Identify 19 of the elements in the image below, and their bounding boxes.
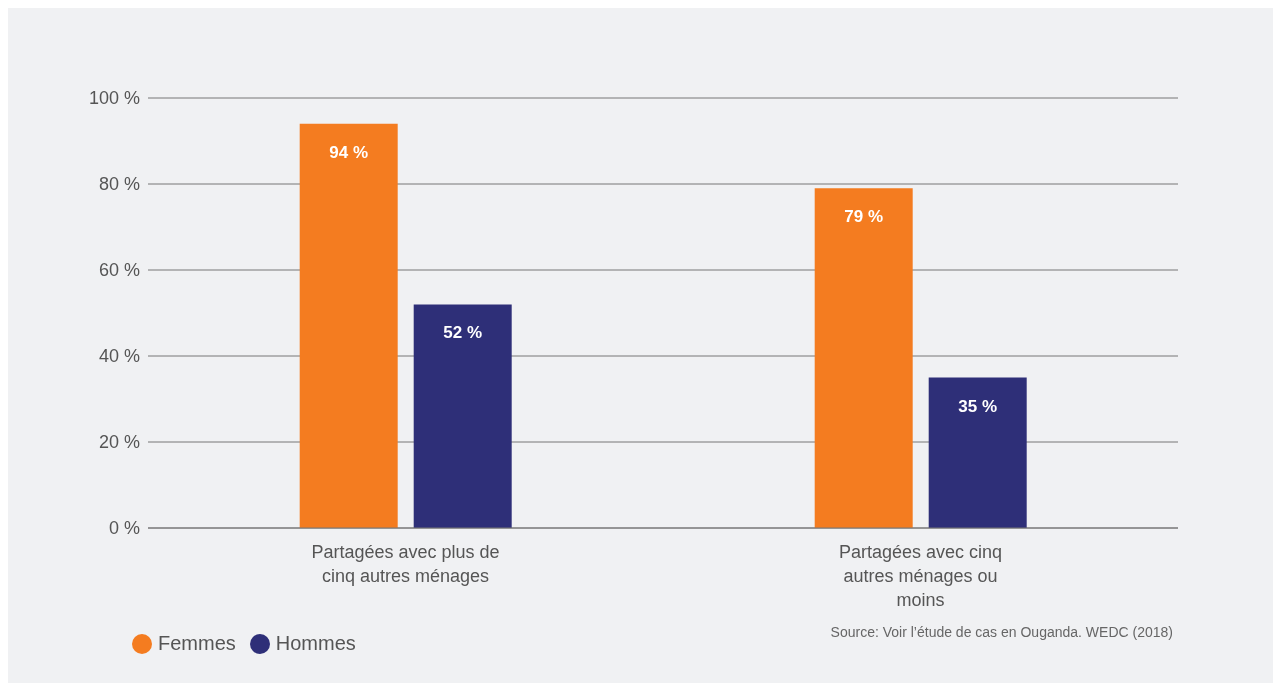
data-label: 79 % [844, 207, 884, 227]
x-tick-label: Partagées avec cinq autres ménages ou moins [838, 542, 1003, 610]
data-label: 94 % [329, 142, 369, 162]
y-tick-label: 80 % [98, 174, 140, 195]
y-tick-label: 100 % [88, 88, 140, 109]
y-tick-label: 60 % [98, 260, 140, 281]
y-tick-label: 40 % [98, 346, 140, 367]
y-tick-label: 20 % [98, 432, 140, 453]
y-tick-label: 0 % [108, 518, 140, 539]
bar [299, 123, 398, 528]
legend-label: Hommes [274, 632, 356, 655]
x-tick-label: Partagées avec plus de cinq autres ménages [311, 542, 500, 586]
bar [928, 377, 1027, 528]
data-label: 35 % [958, 396, 998, 416]
source-note: Source: Voir l’étude de cas en Ouganda. WEDC (2018) [830, 624, 1173, 640]
legend-label: Femmes [157, 632, 236, 655]
bar [814, 188, 913, 528]
bar [413, 304, 512, 528]
data-label: 52 % [443, 323, 483, 343]
